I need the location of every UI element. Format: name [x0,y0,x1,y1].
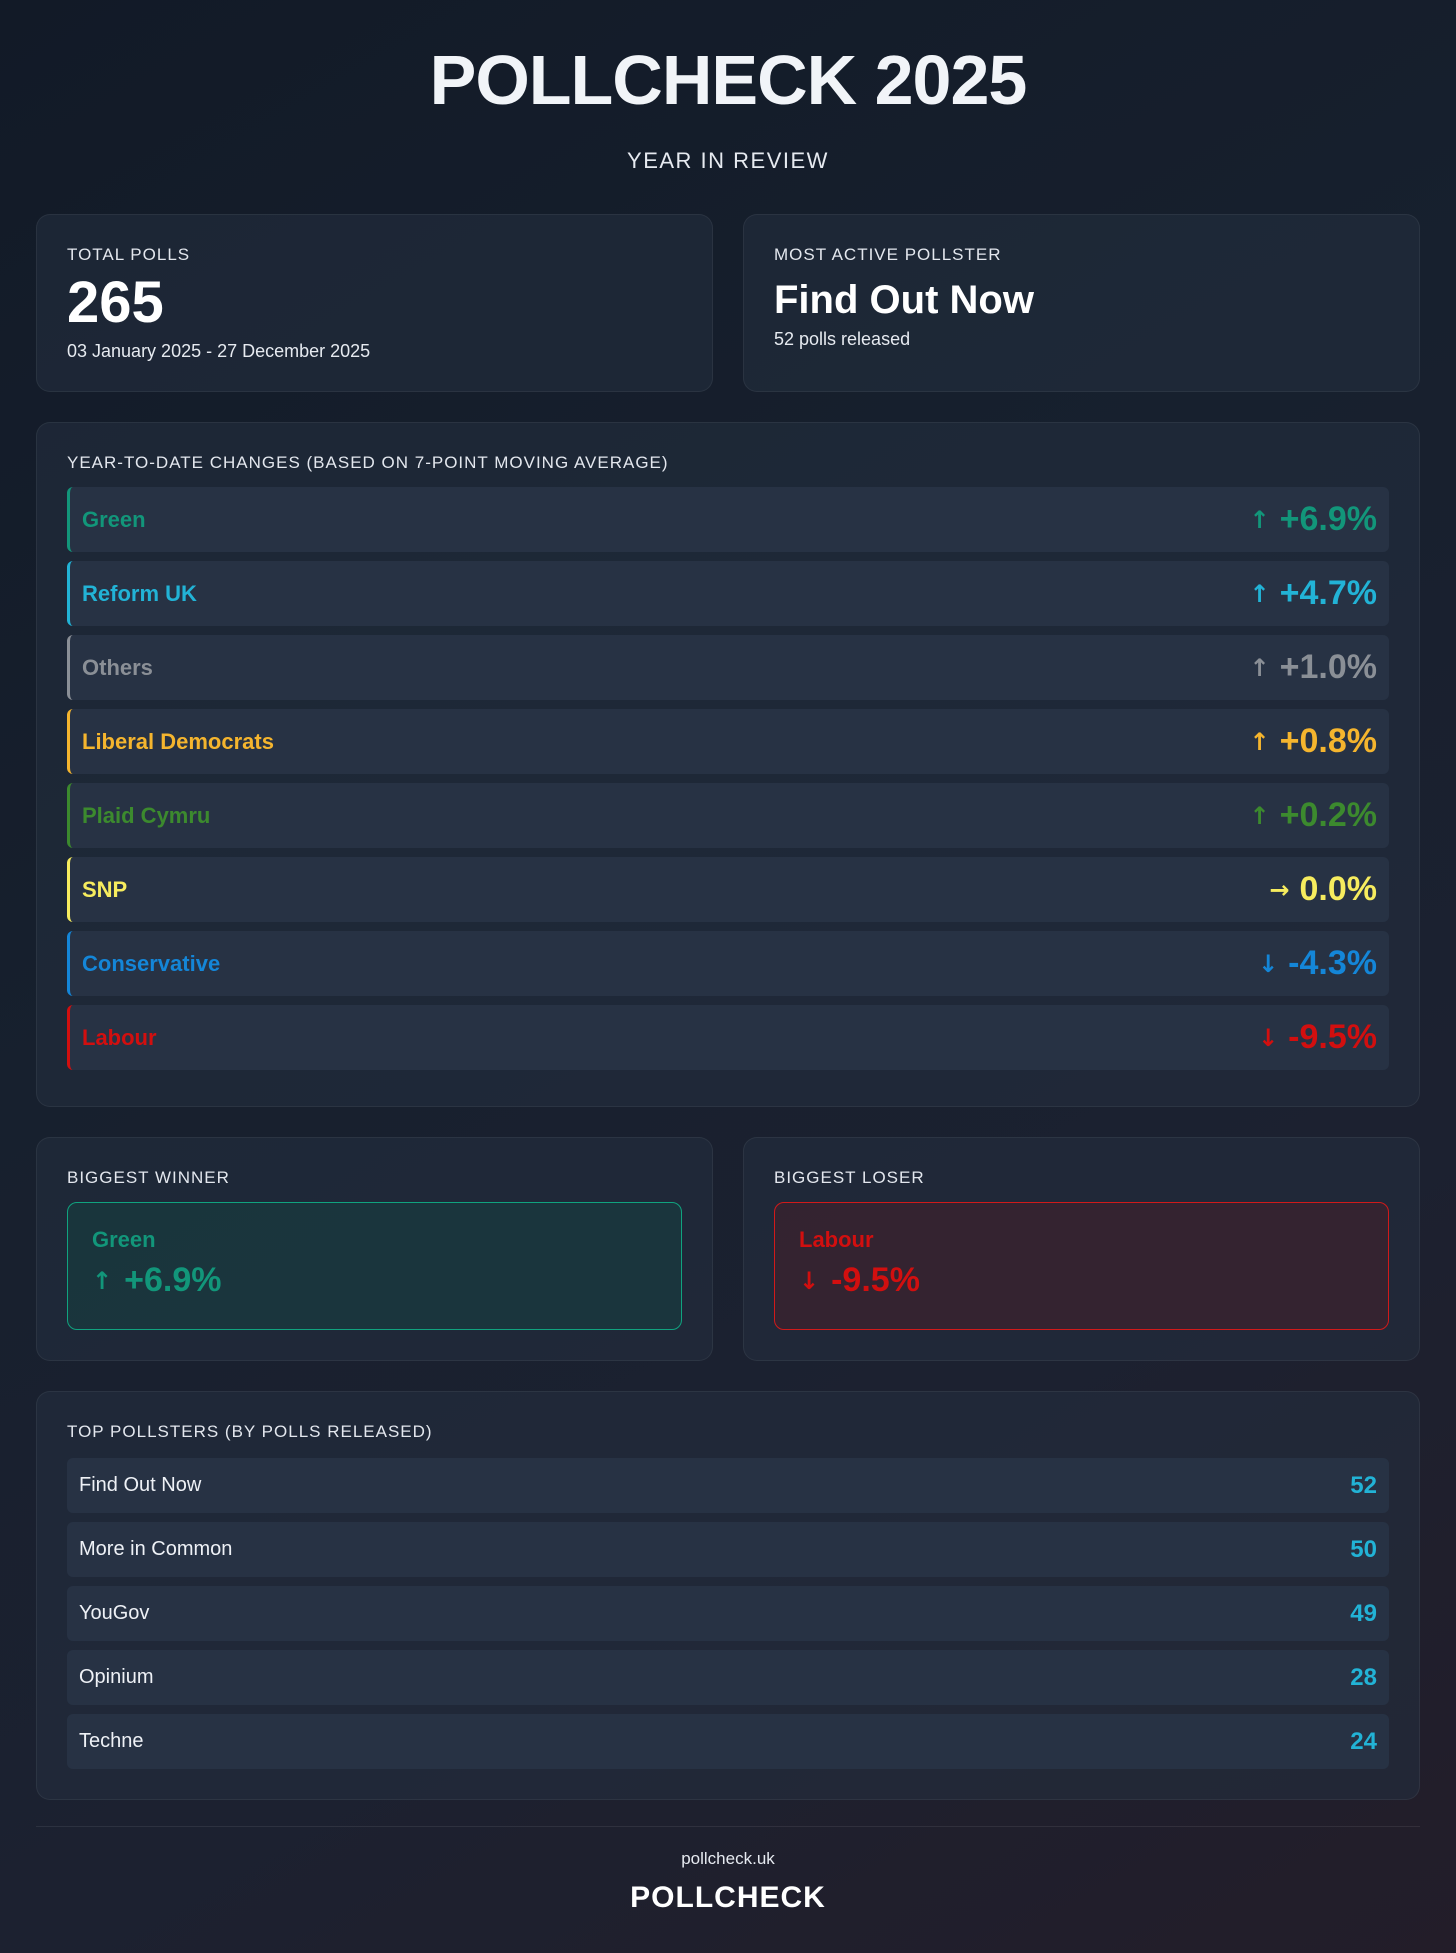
loser-party: Labour [799,1227,874,1252]
stats-row: TOTAL POLLS 265 03 January 2025 - 27 Dec… [36,214,1420,392]
change-row: Others ↑ +1.0% [67,635,1389,700]
date-range: 03 January 2025 - 27 December 2025 [67,341,371,361]
loser-value-group: ↓ -9.5% [799,1261,1364,1300]
ytd-changes-list: Green ↑ +6.9% Reform UK ↑ +4.7% Others ↑… [67,487,1389,1070]
ytd-changes-card: YEAR-TO-DATE CHANGES (BASED ON 7-POINT M… [36,422,1420,1107]
party-name: Green [82,506,146,532]
party-name: Plaid Cymru [82,802,211,828]
pollster-row: YouGov 49 [67,1586,1389,1641]
footer-logo: POLLCHECK [630,1881,826,1914]
change-value: +0.8% [1279,722,1377,760]
biggest-winner-card: BIGGEST WINNER Green ↑ +6.9% [36,1137,713,1361]
down-arrow-icon: ↓ [799,1266,820,1295]
pollster-list: Find Out Now 52 More in Common 50 YouGov… [67,1458,1389,1769]
most-active-label: MOST ACTIVE POLLSTER [774,245,1002,264]
change-value: -9.5% [1288,1018,1377,1056]
total-polls-card: TOTAL POLLS 265 03 January 2025 - 27 Dec… [36,214,713,392]
party-name: Liberal Democrats [82,728,274,754]
change-value: 0.0% [1299,870,1378,908]
pollster-name: YouGov [79,1602,150,1624]
change-value: +0.2% [1279,796,1377,834]
change-row: Reform UK ↑ +4.7% [67,561,1389,626]
footer-url-link[interactable]: pollcheck.uk [681,1849,775,1868]
party-name: Others [82,654,153,680]
pollster-name: Opinium [79,1666,154,1688]
loser-box: Labour ↓ -9.5% [774,1202,1389,1330]
up-arrow-icon: ↑ [1249,801,1270,830]
up-arrow-icon: ↑ [92,1266,113,1295]
change-value-group: ↑ +4.7% [1250,574,1377,613]
header: POLLCHECK 2025 YEAR IN REVIEW [36,0,1420,174]
winner-box: Green ↑ +6.9% [67,1202,682,1330]
most-active-count: 52 polls released [774,329,911,349]
right-arrow-icon: → [1269,875,1290,904]
change-value-group: ↓ -4.3% [1258,944,1377,983]
pollster-count: 49 [1350,1599,1377,1627]
change-row: Conservative ↓ -4.3% [67,931,1389,996]
top-pollsters-label: TOP POLLSTERS (BY POLLS RELEASED) [67,1422,433,1441]
most-active-name: Find Out Now [774,278,1034,322]
pollster-row: Techne 24 [67,1714,1389,1769]
change-row: SNP → 0.0% [67,857,1389,922]
change-value: +4.7% [1279,574,1377,612]
change-value-group: ↑ +0.8% [1250,722,1377,761]
down-arrow-icon: ↓ [1258,1023,1279,1052]
change-row: Labour ↓ -9.5% [67,1005,1389,1070]
change-value: +1.0% [1279,648,1377,686]
up-arrow-icon: ↑ [1249,579,1270,608]
party-name: Labour [82,1024,157,1050]
change-row: Green ↑ +6.9% [67,487,1389,552]
page-subtitle: YEAR IN REVIEW [627,148,829,173]
down-arrow-icon: ↓ [1258,949,1279,978]
up-arrow-icon: ↑ [1249,727,1270,756]
change-value-group: ↑ +0.2% [1250,796,1377,835]
footer: pollcheck.uk POLLCHECK [36,1826,1420,1915]
biggest-winner-label: BIGGEST WINNER [67,1168,230,1187]
pollster-count: 50 [1350,1535,1377,1563]
winner-value: +6.9% [124,1261,222,1299]
change-value: -4.3% [1288,944,1377,982]
pollster-row: More in Common 50 [67,1522,1389,1577]
winner-loser-row: BIGGEST WINNER Green ↑ +6.9% BIGGEST LOS… [36,1137,1420,1361]
page-title: POLLCHECK 2025 [429,41,1028,119]
pollster-row: Opinium 28 [67,1650,1389,1705]
pollster-row: Find Out Now 52 [67,1458,1389,1513]
pollster-name: Find Out Now [79,1474,202,1496]
biggest-loser-card: BIGGEST LOSER Labour ↓ -9.5% [743,1137,1420,1361]
change-row: Liberal Democrats ↑ +0.8% [67,709,1389,774]
change-value-group: ↓ -9.5% [1258,1018,1377,1057]
party-name: Reform UK [82,580,197,606]
change-value-group: → 0.0% [1269,870,1377,909]
ytd-changes-label: YEAR-TO-DATE CHANGES (BASED ON 7-POINT M… [67,453,669,472]
pollster-count: 52 [1350,1471,1377,1499]
winner-value-group: ↑ +6.9% [92,1261,657,1300]
biggest-loser-label: BIGGEST LOSER [774,1168,925,1187]
up-arrow-icon: ↑ [1249,653,1270,682]
pollster-count: 24 [1350,1727,1377,1755]
up-arrow-icon: ↑ [1249,505,1270,534]
total-polls-label: TOTAL POLLS [67,245,191,264]
loser-value: -9.5% [831,1261,920,1299]
pollster-name: More in Common [79,1538,233,1560]
change-row: Plaid Cymru ↑ +0.2% [67,783,1389,848]
change-value-group: ↑ +1.0% [1250,648,1377,687]
change-value-group: ↑ +6.9% [1250,500,1377,539]
change-value: +6.9% [1279,500,1377,538]
pollster-name: Techne [79,1730,144,1752]
pollster-count: 28 [1350,1663,1377,1691]
total-polls-value: 265 [67,270,164,335]
winner-party: Green [92,1227,156,1252]
party-name: SNP [82,876,128,902]
most-active-pollster-card: MOST ACTIVE POLLSTER Find Out Now 52 pol… [743,214,1420,392]
party-name: Conservative [82,950,221,976]
top-pollsters-card: TOP POLLSTERS (BY POLLS RELEASED) Find O… [36,1391,1420,1800]
